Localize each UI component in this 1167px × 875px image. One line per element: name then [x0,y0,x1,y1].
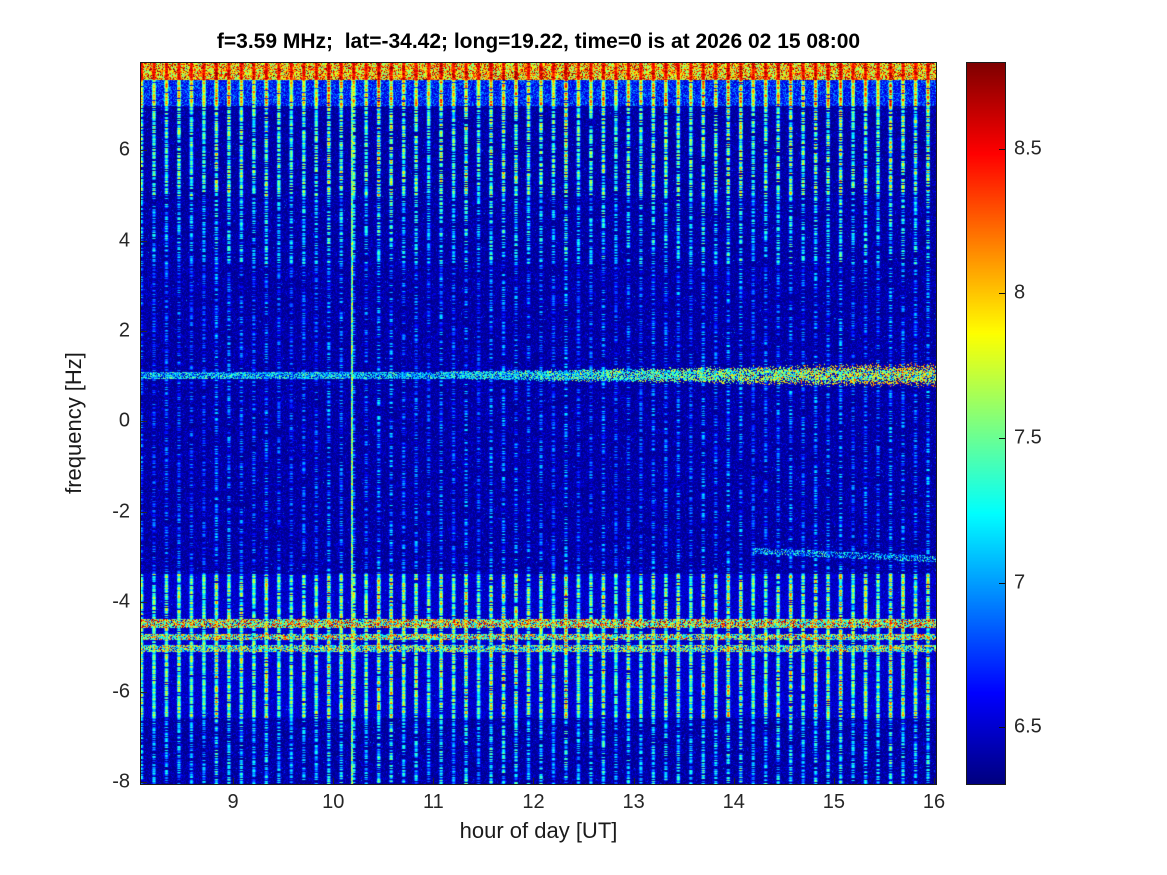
x-tick-mark [233,778,235,784]
colorbar-tick-label: 6.5 [1014,715,1042,738]
x-tick-label: 10 [322,791,345,813]
plot-area [140,62,937,785]
x-tick-label: 11 [422,791,444,813]
colorbar-tick-mark [999,293,1005,295]
y-tick-label: -6 [112,680,130,703]
x-tick-mark [533,778,535,784]
y-tick-mark [141,240,147,242]
y-tick-label: 0 [118,409,130,432]
colorbar-canvas [967,63,1005,784]
y-tick-label: -8 [112,770,130,793]
y-tick-label: 4 [118,229,130,252]
y-tick-label: -2 [112,500,130,522]
x-tick-label: 12 [522,791,545,813]
x-tick-mark [333,778,335,784]
colorbar-tick-label: 7 [1014,571,1026,594]
y-tick-mark [141,421,147,423]
x-tick-label: 16 [922,791,946,813]
x-tick-mark [833,778,835,784]
y-tick-mark [141,782,147,784]
x-tick-mark [633,778,635,784]
y-tick-mark [141,511,147,513]
x-tick-mark [933,778,935,784]
colorbar-tick-mark [999,437,1005,439]
y-tick-label: 2 [118,319,130,342]
chart-title: f=3.59 MHz; lat=-34.42; long=19.22, time… [216,30,861,53]
colorbar-tick-mark [999,148,1005,150]
colorbar [966,62,1006,785]
x-tick-label: 15 [822,791,845,813]
y-tick-label: -4 [112,590,130,613]
x-tick-label: 14 [722,791,745,813]
colorbar-tick-mark [999,727,1005,729]
y-tick-mark [141,330,147,332]
x-tick-mark [733,778,735,784]
colorbar-tick-label: 8.5 [1014,137,1042,160]
x-tick-label: 9 [227,791,239,813]
spectrogram-canvas [141,63,936,784]
colorbar-tick-label: 7.5 [1014,426,1042,449]
colorbar-tick-label: 8 [1014,281,1026,304]
x-tick-label: 13 [622,791,645,813]
x-axis-label: hour of day [UT] [459,818,618,843]
y-tick-mark [141,692,147,694]
colorbar-tick-mark [999,582,1005,584]
y-tick-mark [141,601,147,603]
x-tick-mark [433,778,435,784]
y-tick-mark [141,150,147,152]
y-tick-label: 6 [118,138,130,161]
